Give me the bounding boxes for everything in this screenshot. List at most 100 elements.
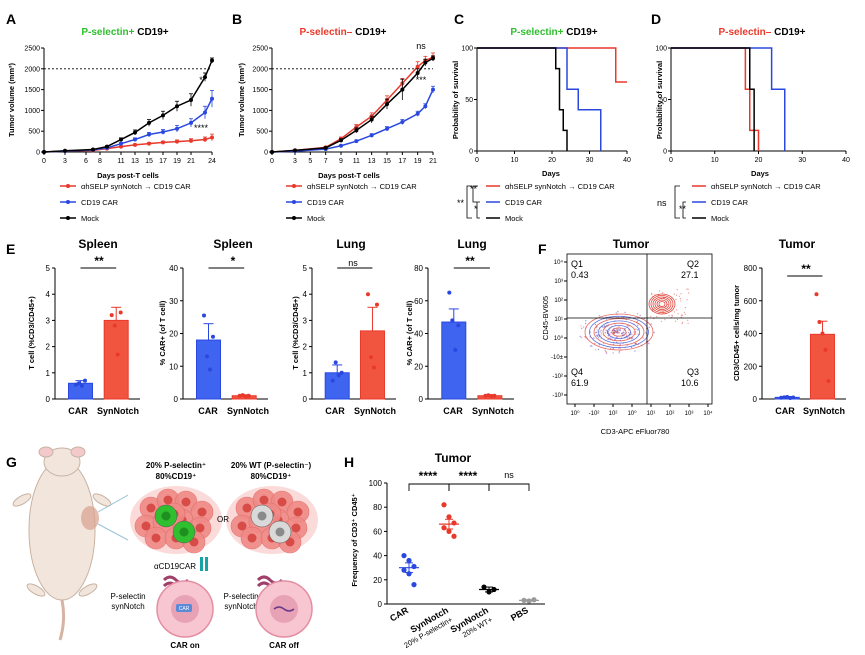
event-dot: [618, 350, 621, 353]
y-axis-label: Tumor volume (mm³): [237, 62, 246, 137]
y-tick-label: 0: [303, 395, 308, 404]
legend-selp: αhSELP synNotch → CD19 CAR: [81, 182, 191, 191]
event-dot: [616, 328, 618, 330]
legend-mock: Mock: [505, 214, 523, 223]
data-point: [486, 393, 491, 398]
y-tick-label: 10⁰: [554, 335, 564, 342]
event-dot: [616, 331, 618, 333]
data-point: [175, 126, 179, 131]
y-tick-label: 20: [414, 362, 423, 371]
event-dot: [614, 330, 616, 332]
event-dot: [636, 324, 639, 327]
event-dot: [663, 293, 665, 295]
bar-chart-spleen-tcell: 0 1 2 3 4 5: [46, 264, 140, 404]
event-dot: [637, 329, 639, 331]
event-dot: [671, 314, 673, 316]
right-tumor-title-2: 80%CD19⁺: [251, 472, 292, 481]
x-tick-label: 0: [270, 158, 274, 165]
legend-mock: Mock: [307, 214, 325, 223]
survival-curve: [477, 47, 568, 151]
event-dot: [679, 298, 682, 300]
data-point: [406, 571, 412, 577]
legend-car: CD19 CAR: [307, 198, 345, 207]
data-point: [115, 352, 120, 357]
event-dot: [605, 351, 607, 353]
x-tick-label: 19: [414, 158, 422, 165]
mouse-arm-left: [12, 493, 32, 507]
event-dot: [673, 293, 675, 295]
event-dot: [612, 352, 614, 354]
y-tick-label: 10³: [554, 279, 563, 285]
data-point: [486, 589, 492, 595]
density-contour: [654, 298, 670, 310]
legend-marker-selp: [66, 184, 70, 188]
x-tick-label: 10¹: [647, 411, 656, 417]
data-point: [175, 139, 179, 144]
tumor-nucleus: [197, 507, 207, 517]
x-tick-label: 6: [84, 158, 88, 165]
receptor-bar-1: [200, 557, 203, 571]
data-point: [210, 58, 214, 63]
event-dot: [616, 329, 619, 331]
bar: [103, 319, 129, 400]
panel-label-g: G: [6, 454, 17, 470]
y-tick-label: 3: [46, 316, 51, 325]
x-tick-label: 24: [208, 158, 216, 165]
bar-chart-tumor-cells: 0 200 400 600 800: [744, 264, 846, 404]
tumor-nucleus: [237, 521, 247, 531]
series-line: [43, 98, 213, 153]
data-point: [415, 111, 420, 116]
pselectin-right-1: P-selectin: [223, 592, 258, 601]
legend-selp: αhSELP synNotch → CD19 CAR: [505, 182, 615, 191]
q4-label: Q4: [571, 367, 583, 377]
q2-label: Q2: [687, 259, 699, 269]
data-point: [161, 113, 165, 118]
y-tick-label: 60: [373, 527, 382, 536]
data-point: [203, 137, 207, 142]
event-dot: [634, 342, 636, 345]
x-tick-label: 21: [187, 158, 195, 165]
data-point: [481, 584, 487, 590]
event-dot: [589, 345, 592, 347]
event-dot: [686, 288, 688, 290]
tumor-nucleus: [146, 503, 156, 513]
data-point: [483, 393, 488, 398]
y-tick-label: 4: [46, 290, 51, 299]
event-dot: [600, 329, 602, 332]
event-dot: [579, 335, 581, 338]
panel-c-title: P-selectin+ CD19+: [510, 27, 597, 38]
bar-chart-lung-tcell: 0 1 2 3 4 5: [303, 264, 396, 404]
event-dot: [661, 299, 663, 301]
data-point: [119, 137, 123, 142]
tumor-site: [81, 506, 99, 530]
data-point: [431, 56, 435, 61]
data-point: [354, 128, 359, 133]
event-dot: [624, 311, 626, 314]
x-tick-label: 9: [339, 158, 343, 165]
flow-x-label: CD3-APC eFluor780: [601, 427, 670, 436]
legend-c: ** ** * αhSELP synNotch → CD19 CAR CD19 …: [457, 182, 615, 223]
y-tick-label: 20: [169, 330, 178, 339]
h-sig-1: ****: [419, 469, 438, 483]
event-dot: [619, 343, 621, 346]
mouse-tail: [58, 599, 66, 641]
event-dot: [617, 310, 619, 313]
data-point: [526, 598, 532, 604]
x-tick-label: 13: [131, 158, 139, 165]
y-tick-label: 60: [414, 297, 423, 306]
event-dot: [633, 331, 635, 333]
event-dot: [608, 333, 611, 336]
y-tick-label: 50: [659, 97, 667, 104]
q1-label: Q1: [571, 259, 583, 269]
y-tick-label: 2500: [24, 46, 40, 53]
q3-value: 10.6: [681, 378, 699, 388]
scatter-chart-h: 0 20 40 60 80 100: [369, 479, 545, 609]
panel-b-title: P-selectin– CD19+: [300, 27, 387, 38]
data-point: [411, 582, 417, 588]
event-dot: [664, 319, 666, 321]
data-point: [339, 370, 344, 375]
event-dot: [654, 294, 656, 296]
data-point: [189, 98, 193, 102]
bar: [809, 333, 835, 400]
dna-icon: [273, 606, 295, 612]
